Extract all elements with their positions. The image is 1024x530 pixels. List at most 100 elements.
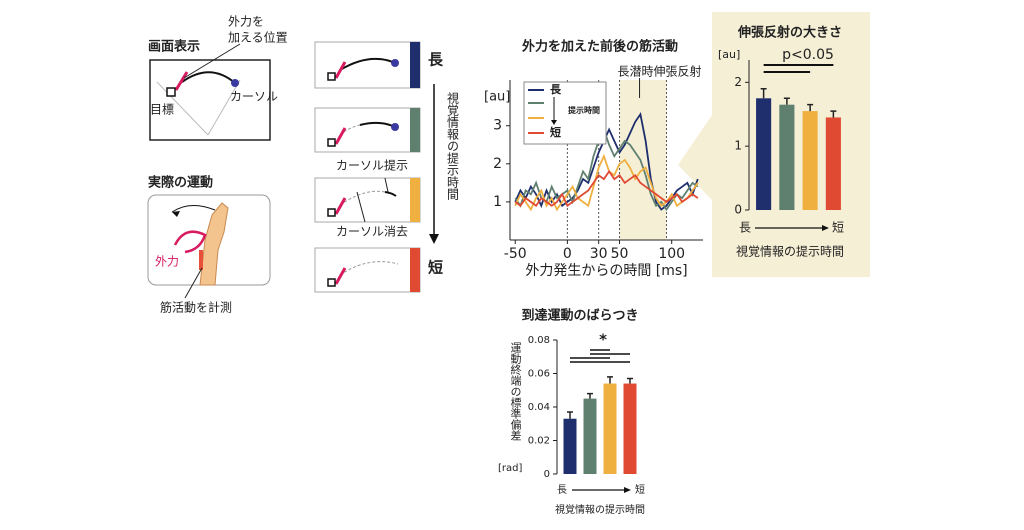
color-bar [410, 108, 420, 152]
x-tick-label: 30 [590, 246, 608, 262]
target [327, 208, 336, 217]
force-arrow [173, 230, 207, 254]
x-arrowhead [822, 225, 829, 231]
hidden-path [339, 190, 386, 206]
force-marker [334, 267, 347, 285]
axis-end-label: 長 [557, 484, 567, 496]
color-bar [410, 42, 420, 88]
force-marker [334, 127, 347, 145]
y-axis-label: 運動終端の標準偏差 [509, 342, 522, 441]
y-tick-label: 0 [734, 203, 742, 217]
force-position-label: 外力を [228, 15, 264, 29]
x-tick-label: 0 [563, 246, 572, 262]
y-tick-label: 2 [493, 156, 502, 172]
bar [623, 383, 637, 474]
y-tick-label: 1 [734, 139, 742, 153]
bar [779, 104, 795, 210]
axis-end-label: 短 [635, 483, 645, 496]
target-label: 目標 [150, 103, 174, 117]
movement-title: 実際の運動 [148, 175, 213, 191]
muscle [199, 250, 203, 270]
arm [199, 202, 229, 286]
bar [825, 117, 841, 210]
legend-label: 長 [550, 83, 562, 96]
panel [314, 41, 421, 89]
x-axis-label: 視覚情報の提示時間 [555, 503, 645, 516]
x-tick-label: 100 [658, 246, 685, 262]
error-bar [627, 377, 633, 384]
chart-title: 到達運動のばらつき [521, 308, 638, 324]
target [327, 72, 336, 81]
error-bar [830, 110, 837, 118]
y-tick-label: 0.04 [528, 402, 550, 413]
annotation: p<0.05 [782, 47, 834, 63]
cursor-path [181, 71, 236, 84]
y-tick-label: 0.08 [528, 335, 550, 346]
error-bar [607, 376, 613, 384]
force-marker [334, 61, 347, 79]
legend-note: 提示時間 [568, 105, 600, 115]
arrowhead [172, 211, 180, 217]
cursor-hide-label: カーソル消去 [336, 225, 408, 239]
y-tick-label: 1 [493, 194, 502, 210]
chart-title: 伸張反射の大きさ [737, 25, 842, 41]
chart-title: 外力を加えた前後の筋活動 [521, 39, 678, 55]
error-bar [783, 97, 790, 105]
cursor [231, 79, 239, 87]
cursor-label: カーソル [230, 90, 278, 104]
x-arrowhead [624, 487, 631, 493]
x-tick-label: 50 [611, 246, 629, 262]
force-position-label: 加える位置 [228, 30, 288, 45]
pointer [184, 267, 203, 299]
x-tick-label: -50 [504, 246, 527, 262]
force-label: 外力 [155, 255, 179, 269]
y-tick-label: 0.06 [528, 369, 550, 380]
y-axis-label: [au] [484, 90, 510, 105]
x-axis-label: 視覚情報の提示時間 [736, 244, 844, 259]
annotation: 長潜時伸張反射 [618, 64, 702, 79]
bar [583, 398, 597, 474]
bar [563, 418, 577, 474]
cursor [391, 123, 399, 131]
x-axis-label: 外力発生からの時間 [ms] [525, 263, 687, 279]
target [327, 138, 336, 147]
line-series [514, 169, 699, 208]
vertical-label: 視覚情報の提示時間 [446, 91, 460, 200]
bar [756, 98, 772, 210]
pointer [384, 177, 389, 193]
bar [603, 383, 617, 474]
error-bar [587, 392, 593, 399]
callout [678, 115, 712, 200]
force-marker [174, 71, 189, 91]
sig-line [763, 64, 834, 73]
screen-box [149, 59, 271, 141]
color-bar [410, 248, 420, 292]
y-tick-label: 0 [544, 469, 550, 480]
cursor-path [384, 191, 397, 197]
target [166, 87, 176, 97]
y-tick-label: 2 [734, 75, 742, 89]
cursor-show-label: カーソル提示 [336, 158, 408, 173]
y-tick-label: 3 [493, 118, 502, 134]
shade [619, 80, 667, 240]
axis-end-label: 短 [832, 221, 844, 235]
error-bar [567, 411, 573, 419]
y-tick-label: 0.02 [528, 436, 550, 447]
force-marker [334, 197, 347, 215]
arrowhead [429, 234, 439, 244]
legend-label: 短 [550, 125, 561, 139]
pointer [356, 191, 366, 223]
error-bar [760, 87, 767, 99]
cursor-path [339, 57, 396, 71]
screen-title: 画面表示 [148, 39, 200, 55]
error-bar [807, 103, 814, 112]
axis-end-label: 長 [739, 221, 751, 235]
y-axis-label: [au] [718, 48, 740, 61]
condition-panels [314, 41, 421, 293]
motion-arrow [171, 205, 216, 213]
color-bar [410, 178, 420, 222]
hidden-path [339, 261, 399, 276]
cursor [391, 59, 399, 67]
unit-label: [rad] [498, 463, 522, 474]
